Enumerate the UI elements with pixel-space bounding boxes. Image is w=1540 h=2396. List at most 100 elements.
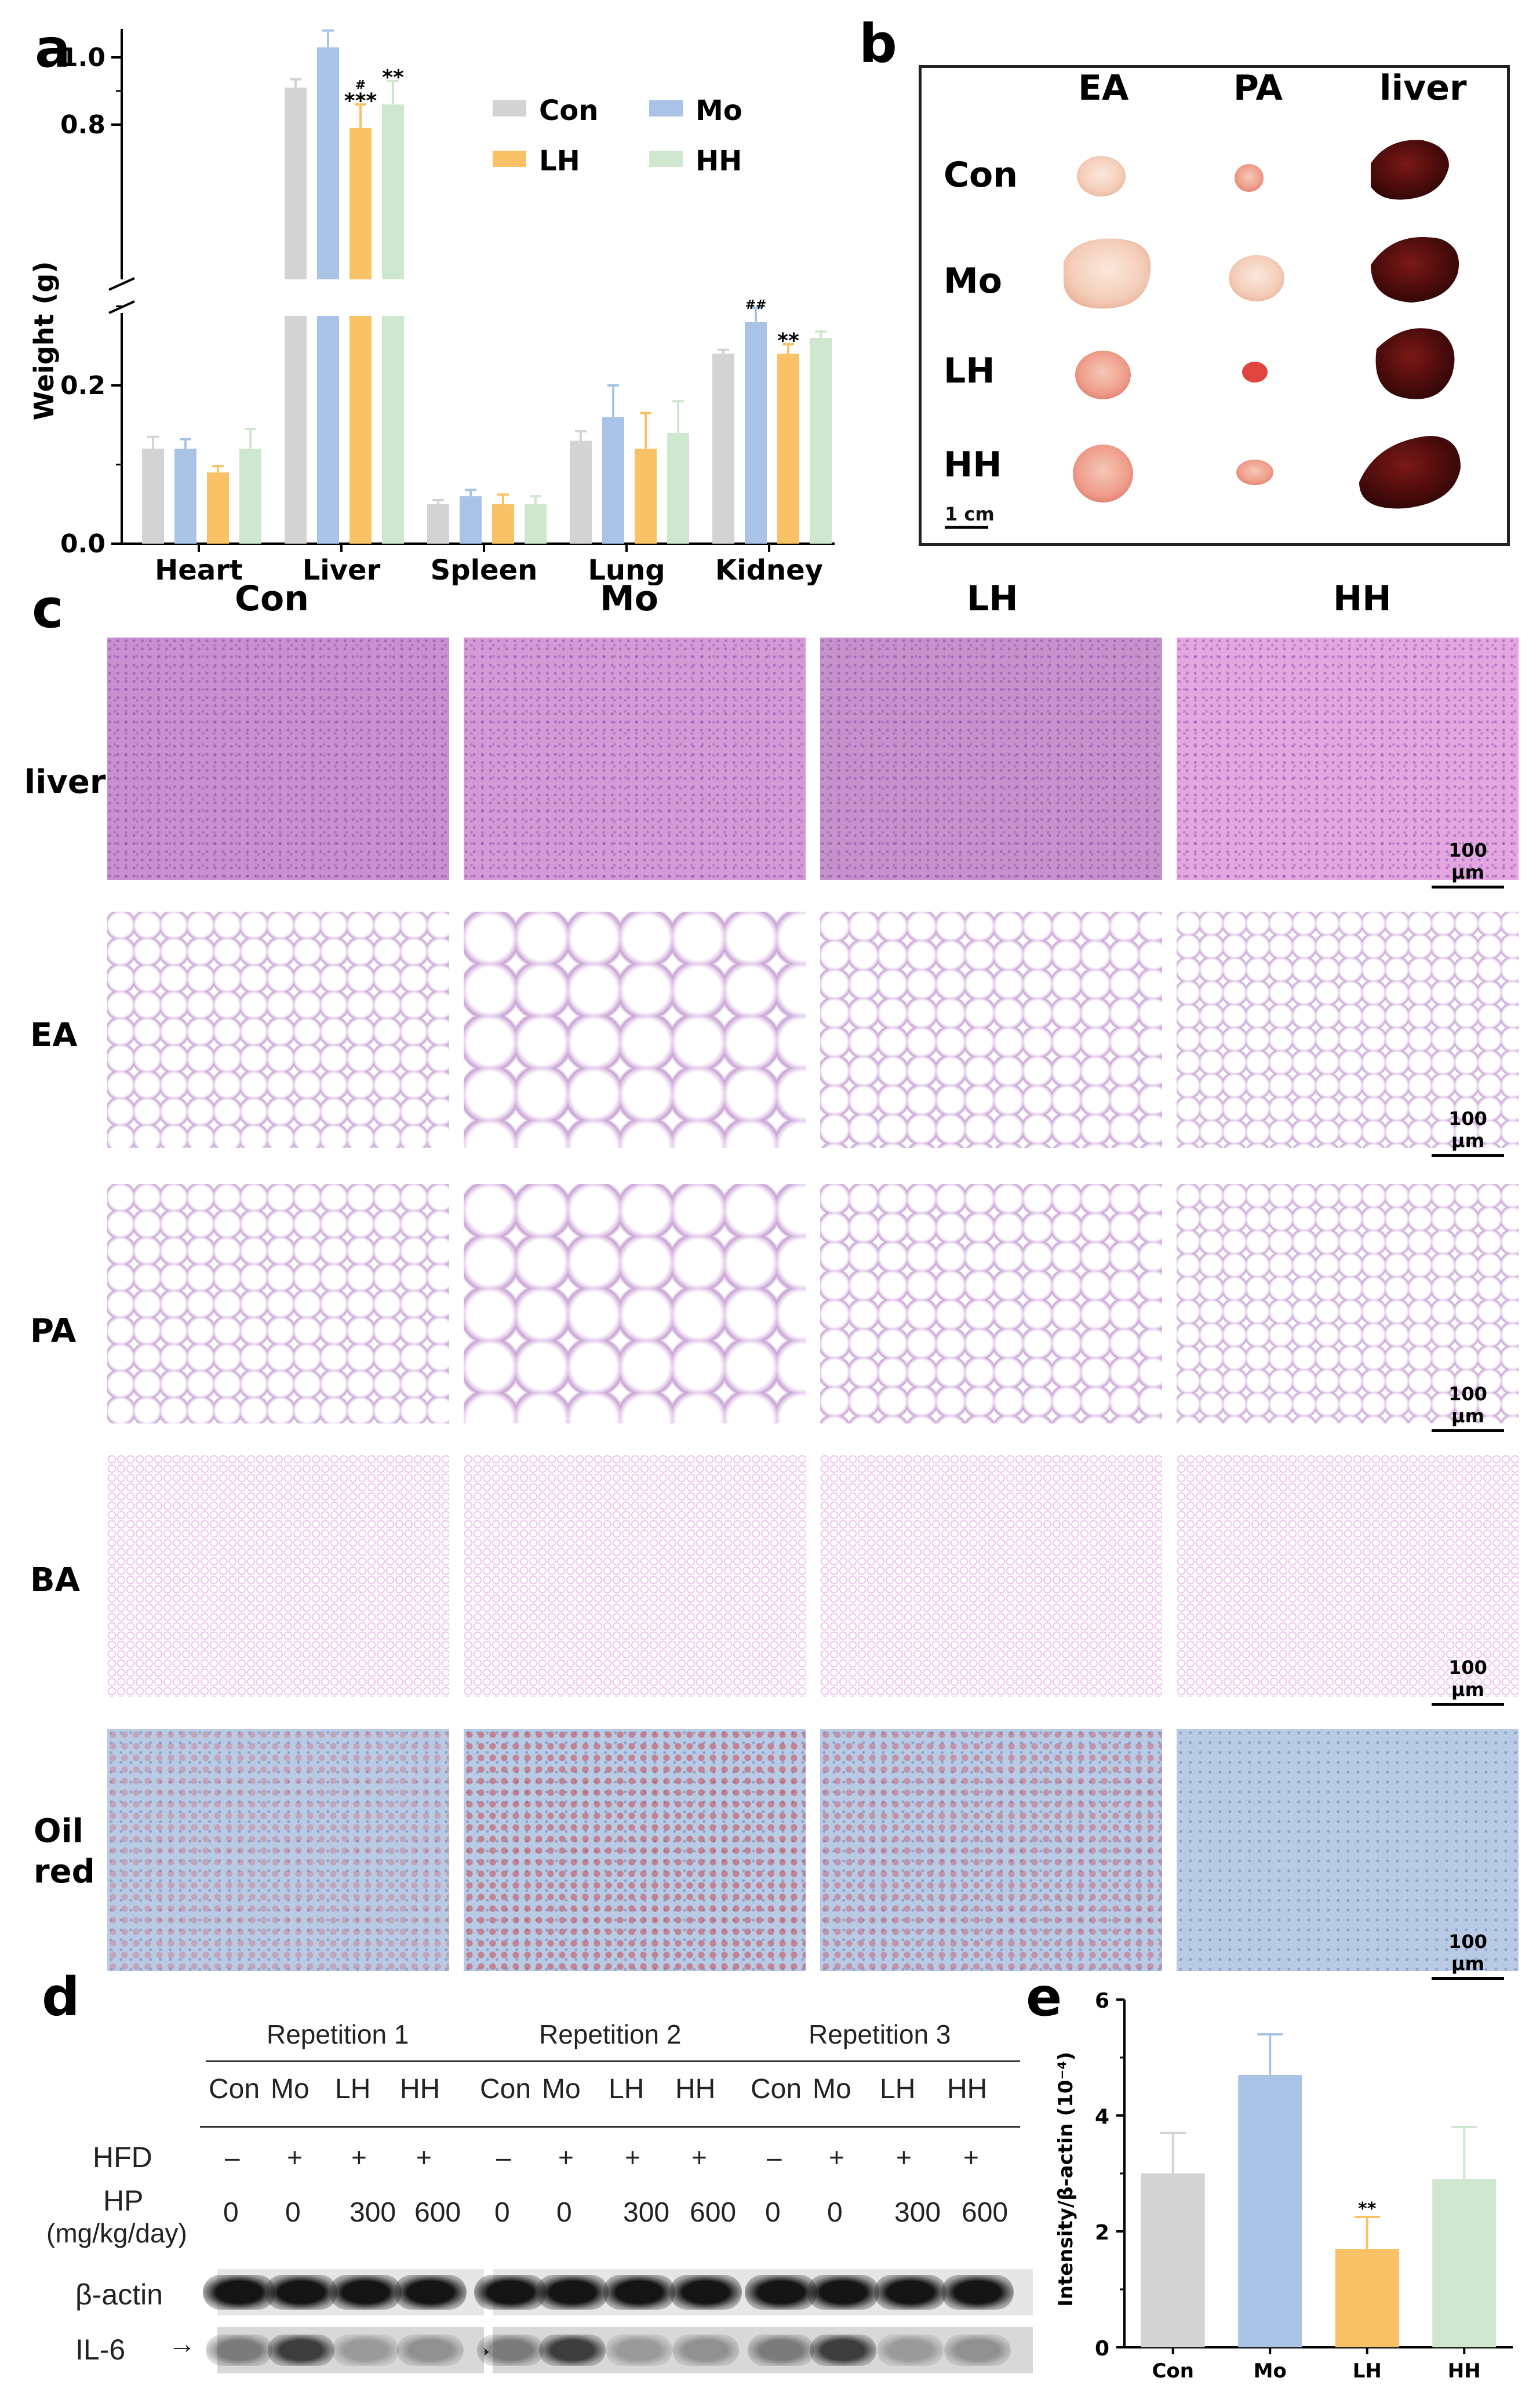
- bar-liver-hh: [382, 316, 404, 544]
- significance-mark: **: [777, 329, 799, 353]
- bar-kidney-hh: [810, 338, 832, 544]
- hfd-value: –: [225, 2142, 240, 2172]
- hp-value: 0: [765, 2197, 781, 2228]
- il6-band: [810, 2335, 876, 2366]
- scale-bar-label: 100 μm: [1448, 1931, 1487, 1975]
- scale-bar-liver: 100 μm: [1432, 839, 1504, 889]
- histo-col-hh: HH: [1333, 578, 1392, 619]
- photo-col-liver: liver: [1379, 68, 1467, 108]
- legend-swatch-lh: [493, 151, 526, 167]
- histology-oilred-lh: [820, 1729, 1162, 1971]
- hfd-value: +: [963, 2142, 979, 2172]
- il6-band: [268, 2335, 334, 2366]
- scale-bar-label: 100 μm: [1448, 1656, 1487, 1700]
- hfd-value: +: [351, 2142, 367, 2172]
- histology-ea-lh: [820, 912, 1162, 1148]
- bar-chart-il6-intensity: 0 2 4 6 Intensity/β-actin (10⁻⁴) Con Mo LH ** HH: [1054, 1989, 1513, 2383]
- bar-spleen-hh: [525, 504, 547, 544]
- panel-label-e: e: [1026, 1966, 1062, 2028]
- legend-swatch-con: [493, 100, 526, 116]
- scale-bar-ba: 100 μm: [1432, 1656, 1504, 1706]
- histology-liver-con: [107, 638, 449, 880]
- histology-liver-lh: [820, 638, 1162, 880]
- pa-hh: [1236, 460, 1273, 485]
- histo-col-mo: Mo: [600, 578, 658, 619]
- scale-bar-ea: 100 μm: [1432, 1108, 1504, 1157]
- y-axis-label: Weight (g): [28, 261, 60, 421]
- histo-col-lh: LH: [967, 578, 1018, 619]
- histo-col-con: Con: [235, 578, 309, 619]
- bar-liver-hh-upper: [382, 104, 404, 279]
- histo-row-liver: liver: [24, 763, 106, 801]
- group-label: Con: [209, 2074, 260, 2104]
- hfd-value: +: [287, 2142, 303, 2172]
- y-tick-label: 0.2: [60, 371, 105, 400]
- y-tick-label: 2: [1095, 2221, 1109, 2245]
- group-label: Con: [480, 2074, 531, 2104]
- bar-spleen-lh: [492, 504, 514, 544]
- arrow-icon: →: [168, 2329, 196, 2359]
- histology-liver-mo: [464, 638, 806, 880]
- bar-liver-con-upper: [285, 88, 307, 279]
- beta-actin-band: [394, 2275, 467, 2310]
- panel-label-b: b: [859, 13, 897, 75]
- significance-mark: ***: [344, 89, 377, 113]
- photo-col-pa: PA: [1233, 68, 1283, 108]
- y-tick-label: 0: [1095, 2337, 1109, 2361]
- histology-oilred-con: [107, 1729, 449, 1971]
- axis-break-mark: [108, 277, 135, 291]
- panel-label-a: a: [35, 17, 71, 79]
- il6-band: [877, 2335, 944, 2366]
- il6-band: [332, 2335, 399, 2366]
- histology-ea-hh: [1177, 912, 1519, 1148]
- il6-band: [206, 2335, 272, 2366]
- il6-band: [606, 2335, 672, 2366]
- x-tick-label: Liver: [303, 554, 381, 585]
- repetition-underline: [206, 2060, 1020, 2062]
- blot-membrane-il6: [760, 2327, 1033, 2373]
- ea-con: [1077, 156, 1126, 196]
- liver-lh: [1375, 328, 1455, 399]
- blot-membrane-il6: [217, 2327, 484, 2373]
- hp-value: 0: [556, 2197, 572, 2228]
- hfd-value: –: [496, 2142, 511, 2172]
- hp-value: 600: [414, 2197, 461, 2228]
- group-label: HH: [947, 2074, 988, 2104]
- scale-bar-label: 100 μm: [1448, 839, 1487, 883]
- liver-mo: [1371, 237, 1459, 303]
- beta-actin-band: [265, 2275, 337, 2310]
- legend-label-hh: HH: [696, 145, 742, 177]
- hp-value: 0: [285, 2197, 301, 2228]
- group-label: HH: [675, 2074, 716, 2104]
- hp-value: 0: [827, 2197, 843, 2228]
- repetition-label: Repetition 2: [539, 2019, 682, 2049]
- scale-bar-line: [1432, 1703, 1504, 1706]
- bar-liver-mo-upper: [317, 47, 339, 279]
- beta-actin-band: [203, 2275, 275, 2310]
- hp-unit-label: (mg/kg/day): [46, 2218, 187, 2248]
- hp-value: 300: [349, 2197, 396, 2228]
- bar-lung-hh: [667, 432, 689, 544]
- bar-lh: [1335, 2249, 1399, 2347]
- histology-oilred-hh: [1177, 1729, 1519, 1971]
- bar-liver-lh-upper: [349, 128, 372, 280]
- significance-mark: ##: [745, 298, 767, 312]
- significance-mark: #: [355, 78, 366, 93]
- il6-band: [748, 2335, 814, 2366]
- il6-band: [477, 2335, 544, 2366]
- repetition-label: Repetition 3: [809, 2019, 951, 2049]
- hp-value: 600: [690, 2197, 737, 2228]
- hfd-value: +: [691, 2142, 707, 2172]
- y-tick-label: 0.0: [60, 529, 105, 559]
- blot-membrane-il6: [493, 2327, 762, 2373]
- scale-bar-label: 100 μm: [1448, 1108, 1487, 1152]
- legend-label-lh: LH: [539, 145, 580, 177]
- beta-actin-label: β-actin: [75, 2278, 163, 2311]
- photo-scale-label: 1 cm: [945, 503, 995, 525]
- histology-ba-hh: [1177, 1455, 1519, 1697]
- beta-actin-band: [474, 2275, 547, 2310]
- pa-lh: [1242, 362, 1268, 383]
- beta-actin-band: [745, 2275, 817, 2310]
- hp-value: 300: [894, 2197, 941, 2228]
- group-label: LH: [609, 2074, 645, 2104]
